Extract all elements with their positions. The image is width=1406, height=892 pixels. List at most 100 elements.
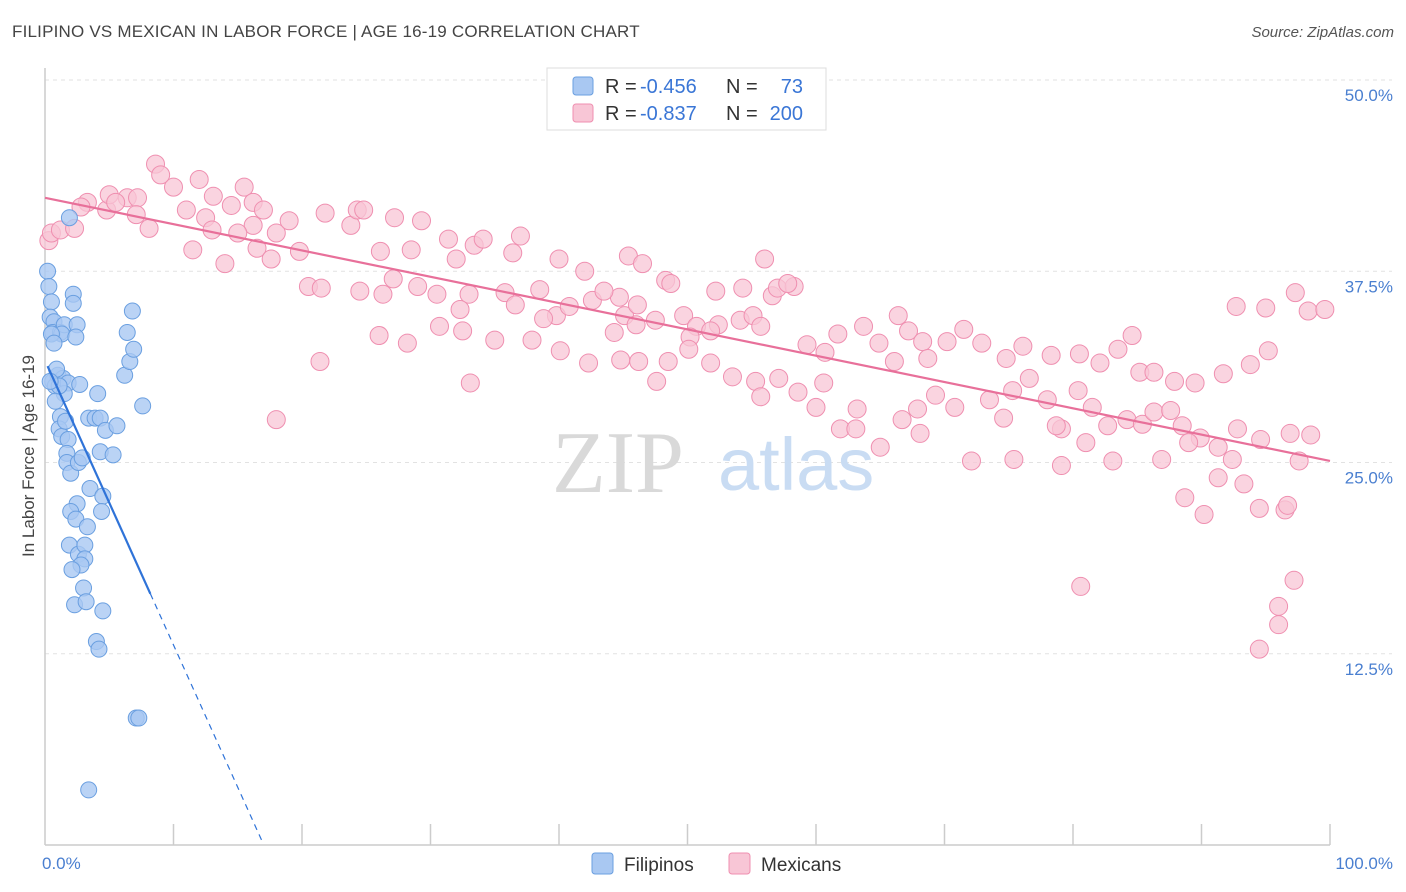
filipino-point (45, 334, 63, 352)
mexican-point (438, 229, 458, 249)
legend-mexican-n-value: 200 (770, 103, 803, 125)
mexican-point (751, 387, 771, 407)
filipino-point (75, 579, 93, 597)
legend-mexican-n-label: N = (726, 103, 758, 125)
legend-filipino-n-label: N = (726, 76, 758, 98)
filipino-point (67, 328, 85, 346)
mexican-point (1301, 425, 1321, 445)
mexican-point (1165, 371, 1185, 391)
mexican-point (1175, 488, 1195, 508)
legend-top: R = -0.456 N = 73 R = -0.837 N = 200 (546, 67, 827, 131)
mexican-point (908, 399, 928, 419)
mexican-point (253, 200, 273, 220)
mexican-point (1068, 381, 1088, 401)
mexican-point (261, 249, 281, 269)
mexican-point (604, 322, 624, 342)
mexican-point (1269, 615, 1289, 635)
mexican-point (1278, 495, 1298, 515)
legend-filipino-n-value: 73 (781, 76, 803, 98)
mexican-point (427, 284, 447, 304)
mexican-point (279, 211, 299, 231)
mexican-point (1315, 300, 1335, 319)
filipino-point (57, 412, 75, 430)
mexican-point (429, 316, 449, 336)
mexican-point (1222, 449, 1242, 469)
mexican-point (658, 352, 678, 372)
mexican-point (888, 306, 908, 326)
mexican-point (1037, 390, 1057, 410)
mexican-point (369, 326, 389, 346)
mexican-point (1226, 296, 1246, 316)
mexican-point (701, 321, 721, 341)
mexican-point (522, 330, 542, 350)
mexican-point (954, 319, 974, 339)
mexican-point (1208, 437, 1228, 457)
mexican-point (937, 332, 957, 352)
mexican-point (310, 352, 330, 372)
mexican-point (128, 188, 148, 208)
filipino-point (125, 340, 143, 358)
mexican-point (412, 211, 432, 231)
mexican-point (854, 316, 874, 336)
mexican-point (1019, 368, 1039, 388)
mexican-point (485, 330, 505, 350)
mexican-point (674, 306, 694, 326)
mexican-point (1185, 373, 1205, 393)
legend-mexican-swatch (572, 103, 594, 123)
y-tick-label: 12.5% (1345, 660, 1393, 679)
mexican-point (594, 281, 614, 301)
mexican-point (139, 218, 159, 238)
mexican-point (383, 269, 403, 289)
mexican-point (266, 410, 286, 430)
mexican-point (1090, 353, 1110, 373)
mexican-point (243, 215, 263, 235)
mexican-point (370, 241, 390, 261)
legend-filipino-swatch (572, 76, 594, 96)
mexican-point (534, 309, 554, 329)
mexican-point (1004, 449, 1024, 469)
watermark-atlas: atlas (718, 423, 874, 506)
mexican-point (645, 310, 665, 330)
source-label: Source: ZipAtlas.com (1251, 24, 1394, 41)
filipino-point (118, 323, 136, 341)
mexican-point (203, 186, 223, 206)
legend-bottom: Filipinos Mexicans (591, 852, 841, 876)
mexican-point (503, 243, 523, 263)
mexican-point (1103, 451, 1123, 471)
mexican-point (579, 353, 599, 373)
mexican-point (221, 195, 241, 215)
filipino-point (42, 293, 60, 311)
mexican-point (769, 368, 789, 388)
mexican-point (679, 339, 699, 359)
mexican-point (847, 399, 867, 419)
mexican-point (870, 437, 890, 457)
legend-bottom-mexican-label: Mexicans (761, 855, 841, 876)
mexican-point (1179, 433, 1199, 453)
y-axis-label: In Labor Force | Age 16-19 (19, 355, 38, 557)
mexican-point (846, 419, 866, 439)
filipino-point (123, 302, 141, 320)
mexican-point (1144, 362, 1164, 382)
filipino-point (77, 593, 95, 611)
legend-mexican-r-label: R = (605, 103, 637, 125)
x-tick-min: 0.0% (42, 854, 81, 873)
mexican-point (647, 371, 667, 391)
mexican-point (1284, 570, 1304, 590)
mexican-point (401, 240, 421, 260)
filipino-point (134, 397, 152, 415)
mexican-point (549, 249, 569, 269)
mexican-point (884, 352, 904, 372)
mexican-point (1046, 416, 1066, 436)
legend-box (546, 67, 827, 131)
filipino-point (104, 446, 122, 464)
filipino-point (60, 209, 78, 227)
mexican-point (701, 353, 721, 373)
filipino-point (41, 372, 59, 390)
mexican-point (450, 300, 470, 319)
mexican-point (629, 352, 649, 372)
filipino-point (90, 640, 108, 658)
mexican-point (918, 348, 938, 368)
y-tick-labels: 12.5% 25.0% 37.5% 50.0% (1345, 86, 1393, 679)
mexican-point (751, 316, 771, 336)
mexican-point (1298, 301, 1318, 321)
